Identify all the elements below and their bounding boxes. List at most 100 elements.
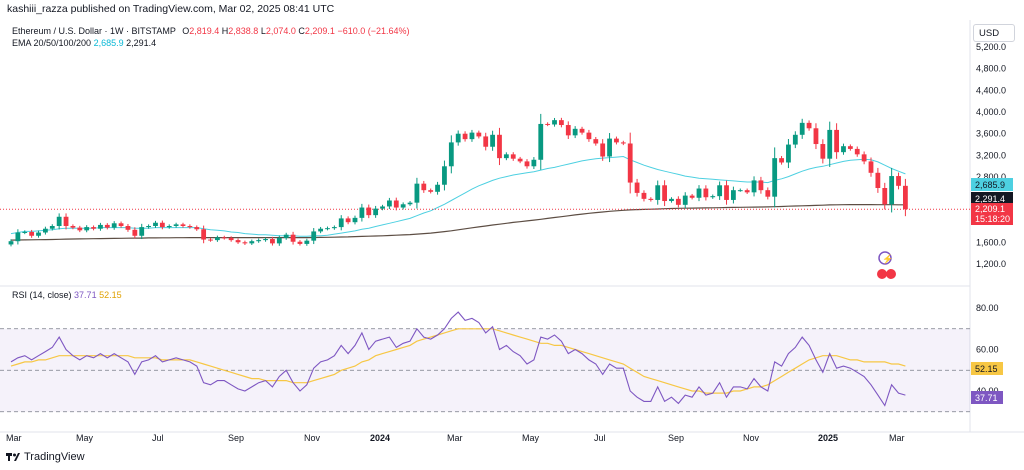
candle (806, 120, 812, 131)
candle (118, 221, 124, 228)
candle (373, 205, 379, 218)
symbol-title: Ethereum / U.S. Dollar · 1W · BITSTAMP (12, 26, 176, 36)
candle-body (689, 195, 695, 198)
candle-body (448, 142, 454, 167)
candle-body (579, 128, 585, 133)
candle (187, 224, 193, 229)
candlesticks (8, 113, 908, 247)
candle-body (428, 190, 434, 192)
time-tick-label: Mar (6, 433, 22, 443)
currency-button[interactable]: USD (973, 24, 1015, 42)
candle (792, 131, 798, 149)
price-tick-label: 1,600.0 (976, 237, 1006, 247)
time-tick-label: 2025 (818, 433, 838, 443)
candle-body (779, 158, 784, 163)
high-label: H (221, 26, 229, 36)
candle (283, 232, 289, 240)
candle (146, 224, 151, 229)
time-tick-label: Jul (152, 433, 164, 443)
candle (84, 225, 90, 233)
candle-body (524, 161, 530, 167)
candle (22, 230, 28, 235)
time-axis-ticks: Mar May Jul Sep Nov 2024 Mar May Jul Sep Nov 2025 Ma… (6, 433, 905, 443)
candle-body (531, 159, 537, 167)
rsi-badge-text: 37.71 (975, 393, 998, 403)
candle (132, 227, 138, 239)
candle-body (49, 226, 55, 229)
candle-body (820, 144, 826, 159)
dividend-icon[interactable] (877, 269, 887, 279)
candle-body (373, 208, 379, 216)
candle-body (854, 148, 860, 155)
candle (847, 144, 853, 151)
price-badge: 2,209.1 15:18:20 (971, 203, 1013, 225)
candle-body (648, 198, 654, 200)
candle-body (146, 226, 151, 228)
candle-body (896, 176, 901, 186)
candle-body (29, 231, 35, 236)
candle (703, 185, 709, 201)
candle-body (662, 185, 667, 202)
candle (304, 238, 310, 246)
rsi-ma-badge: 52.15 (971, 362, 1003, 375)
candle-body (703, 188, 709, 198)
candle-body (393, 200, 399, 208)
event-icons[interactable]: ⚡ (877, 251, 896, 279)
candle-body (586, 132, 592, 140)
candle-body (503, 154, 509, 159)
candle (675, 196, 681, 208)
candle (524, 159, 530, 169)
candle (393, 197, 399, 211)
candle-body (552, 120, 557, 125)
candle-body (166, 226, 172, 228)
candle-body (414, 183, 420, 203)
candle-body (8, 241, 14, 245)
price-badge-text: 2,209.1 (975, 204, 1005, 214)
candle-body (104, 224, 110, 228)
candle-body (847, 146, 853, 149)
candle-body (228, 237, 234, 241)
lightning-icon[interactable] (878, 251, 892, 265)
candle-body (132, 229, 138, 236)
lightning-glyph: ⚡ (882, 253, 893, 265)
rsi-ma-badge-text: 52.15 (975, 364, 998, 374)
candle-body (868, 161, 874, 173)
earnings-icon[interactable] (886, 269, 896, 279)
ema20-badge: 2,685.9 (971, 178, 1013, 191)
candle-body (421, 183, 427, 191)
candle (854, 146, 860, 157)
candle-body (744, 190, 750, 193)
candle (641, 190, 647, 202)
high-value: 2,838.8 (228, 26, 259, 36)
candle-body (510, 154, 516, 159)
candle (15, 229, 21, 245)
candle (510, 152, 516, 161)
candle-body (380, 206, 385, 209)
time-tick-label: Nov (743, 433, 760, 443)
candle-body (318, 228, 323, 232)
open-label: O (182, 26, 190, 36)
candle-body (559, 120, 564, 126)
candle-body (627, 143, 633, 183)
candle-body (366, 207, 372, 216)
candle (43, 226, 48, 235)
candle (586, 129, 592, 142)
candle-body (263, 239, 268, 241)
candle (8, 239, 14, 247)
candle (765, 187, 771, 200)
ema200-badge-text: 2,291.4 (975, 194, 1005, 204)
candle (744, 188, 750, 194)
candle (325, 226, 330, 231)
time-tick-label: May (76, 433, 94, 443)
candle (318, 226, 323, 234)
candle-body (751, 180, 757, 193)
candle (201, 225, 207, 244)
rsi-band-background (0, 328, 970, 413)
candle-body (717, 185, 723, 197)
candle (359, 203, 365, 222)
candle (799, 118, 805, 139)
candle-body (139, 227, 145, 236)
candle-body (270, 239, 275, 244)
candle (538, 113, 544, 170)
candle-body (497, 134, 502, 159)
